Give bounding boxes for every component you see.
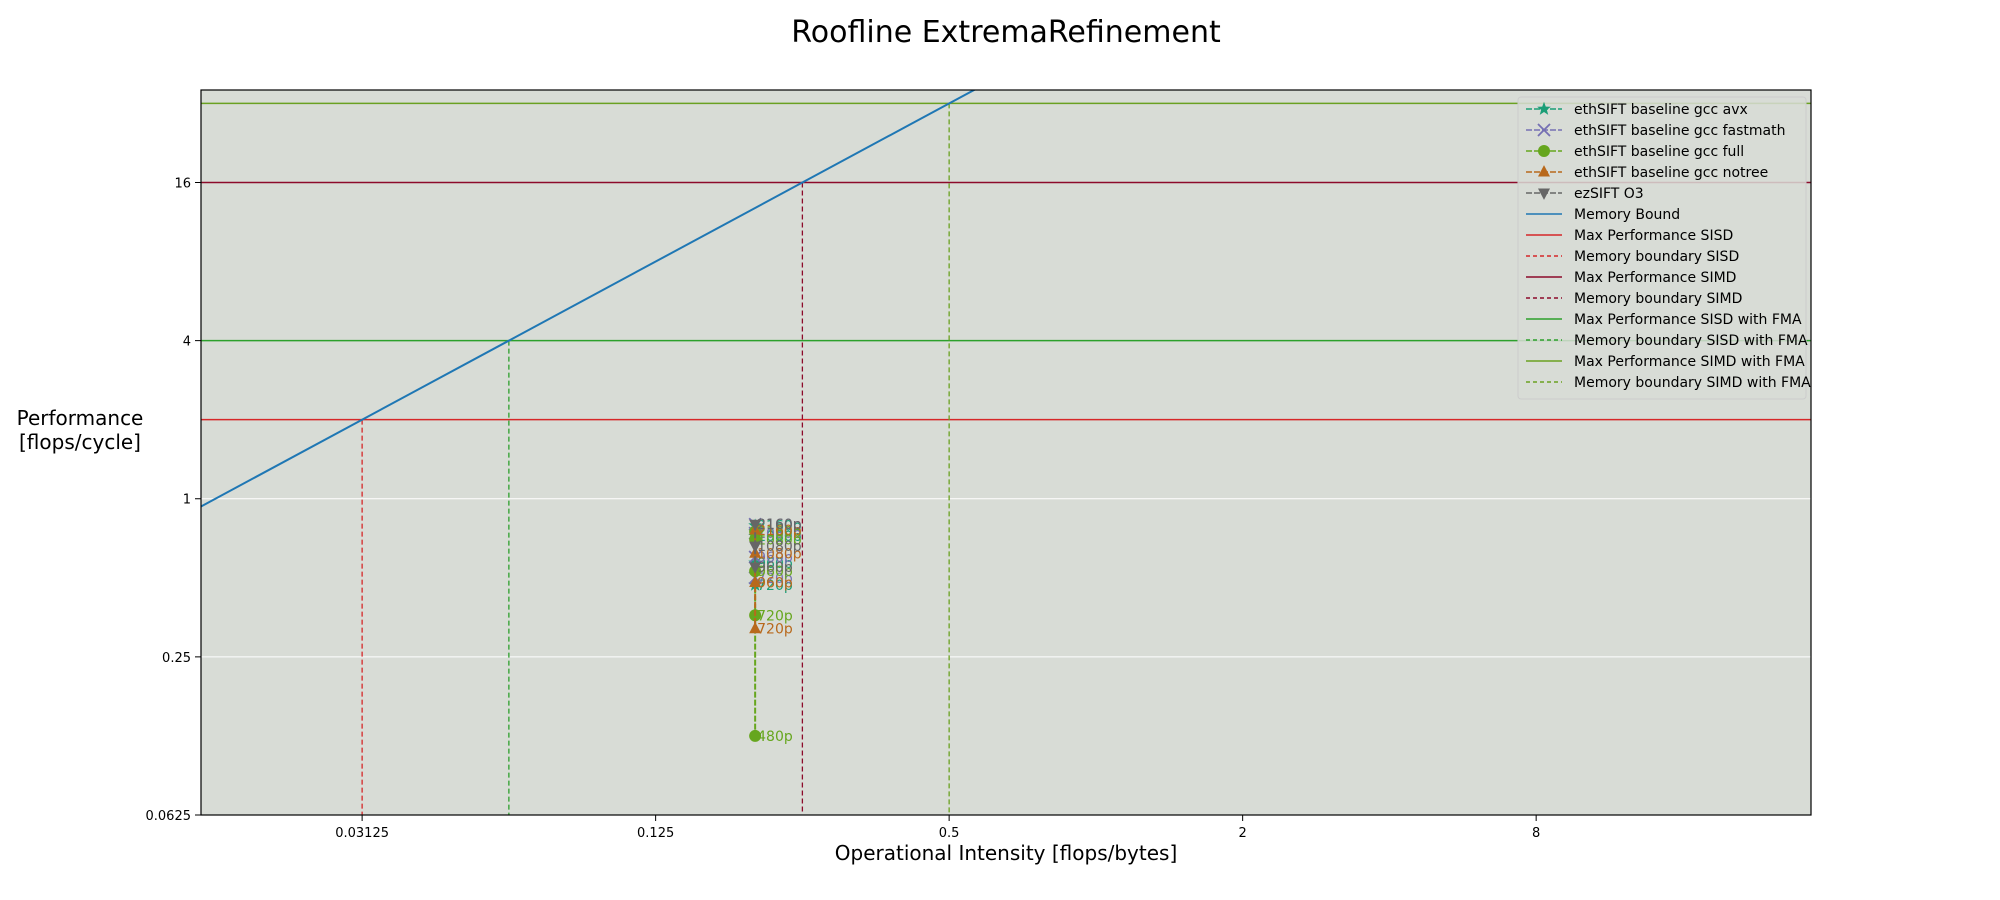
data-point-label: 960p xyxy=(757,550,793,566)
data-point-label: 1080p xyxy=(757,529,802,545)
legend-entry-label: Memory boundary SISD with FMA xyxy=(1574,333,1808,349)
legend-entry-label: Memory boundary SISD xyxy=(1574,249,1739,265)
plot-frame xyxy=(200,89,1812,816)
x-tick-label: 0.03125 xyxy=(335,826,389,841)
data-point xyxy=(749,621,762,634)
data-point-label: 960p xyxy=(757,556,793,572)
legend-entry-label: ethSIFT baseline gcc fastmath xyxy=(1574,123,1786,139)
data-point-label: 960p xyxy=(757,564,793,580)
data-point-label: 2160p xyxy=(757,519,802,535)
y-tick-label: 1 xyxy=(183,493,191,508)
legend-entry-label: Max Performance SIMD with FMA xyxy=(1574,354,1805,370)
y-tick-label: 0.25 xyxy=(162,651,191,666)
data-point-label: 1080p xyxy=(757,532,802,548)
data-point-label: 480p xyxy=(757,729,793,745)
y-tick-label: 4 xyxy=(183,335,191,350)
memory-bound-line xyxy=(201,90,977,508)
data-point-label: 1080p xyxy=(757,526,802,542)
data-point xyxy=(749,729,762,742)
data-point-label: 2160p xyxy=(757,525,802,541)
legend-box xyxy=(1517,96,1807,400)
legend: ethSIFT baseline gcc avx ethSIFT baseline… xyxy=(1517,96,1811,400)
x-tick-label: 0.5 xyxy=(939,826,960,841)
legend-entry-label: ethSIFT baseline gcc full xyxy=(1574,144,1744,160)
data-point-label: 720p xyxy=(757,608,793,624)
data-point-label: 720p xyxy=(757,578,793,594)
data-point xyxy=(749,541,762,554)
legend-entry-label: Memory boundary SIMD with FMA xyxy=(1574,375,1811,391)
legend-entry-label: Memory Bound xyxy=(1574,207,1680,223)
y-tick-label: 16 xyxy=(174,176,191,191)
legend-entry-label: ethSIFT baseline gcc avx xyxy=(1574,102,1748,118)
y-axis-label-line-1: Performance xyxy=(17,406,144,430)
x-tick-label: 8 xyxy=(1532,826,1540,841)
x-axis-label: Operational Intensity [flops/bytes] xyxy=(835,841,1178,865)
legend-entry-label: Max Performance SISD with FMA xyxy=(1574,312,1802,328)
x-tick-label: 2 xyxy=(1239,826,1247,841)
legend-entry-label: ezSIFT O3 xyxy=(1574,186,1644,202)
y-axis-label-line-2: [flops/cycle] xyxy=(19,430,141,454)
data-series: 2160p1080p960p720p2160p1080p960p720p2160… xyxy=(748,517,802,745)
legend-marker xyxy=(1538,145,1550,157)
y-axis-ticks: 0.0625 0.25 1 4 16 xyxy=(146,176,201,824)
legend-entry-label: Max Performance SIMD xyxy=(1574,270,1736,286)
x-tick-label: 0.125 xyxy=(637,826,674,841)
data-point-label: 1080p xyxy=(757,539,802,555)
y-tick-label: 0.0625 xyxy=(146,809,192,824)
data-point xyxy=(749,562,762,574)
data-point-label: 720p xyxy=(757,571,793,587)
data-point-label: 960p xyxy=(757,560,793,576)
legend-marker xyxy=(1538,188,1550,200)
legend-marker xyxy=(1537,123,1551,137)
data-point-label: 960p xyxy=(757,575,793,591)
data-point-label: 720p xyxy=(757,622,793,638)
data-point-label: 2160p xyxy=(757,517,802,533)
data-point xyxy=(749,575,762,587)
data-point-label: 2160p xyxy=(757,517,802,533)
legend-entry-label: Memory boundary SIMD xyxy=(1574,291,1742,307)
x-axis-ticks: 0.03125 0.125 0.5 2 8 xyxy=(335,815,1540,841)
chart-title: Roofline ExtremaRefinement xyxy=(791,15,1221,50)
legend-entry-label: Max Performance SISD xyxy=(1574,228,1733,244)
data-point xyxy=(749,519,762,532)
legend-marker xyxy=(1537,101,1551,115)
legend-marker xyxy=(1538,165,1550,177)
data-point-label: 2160p xyxy=(757,523,802,539)
legend-entry-label: ethSIFT baseline gcc notree xyxy=(1574,165,1768,181)
data-point-label: 1080p xyxy=(757,546,802,562)
